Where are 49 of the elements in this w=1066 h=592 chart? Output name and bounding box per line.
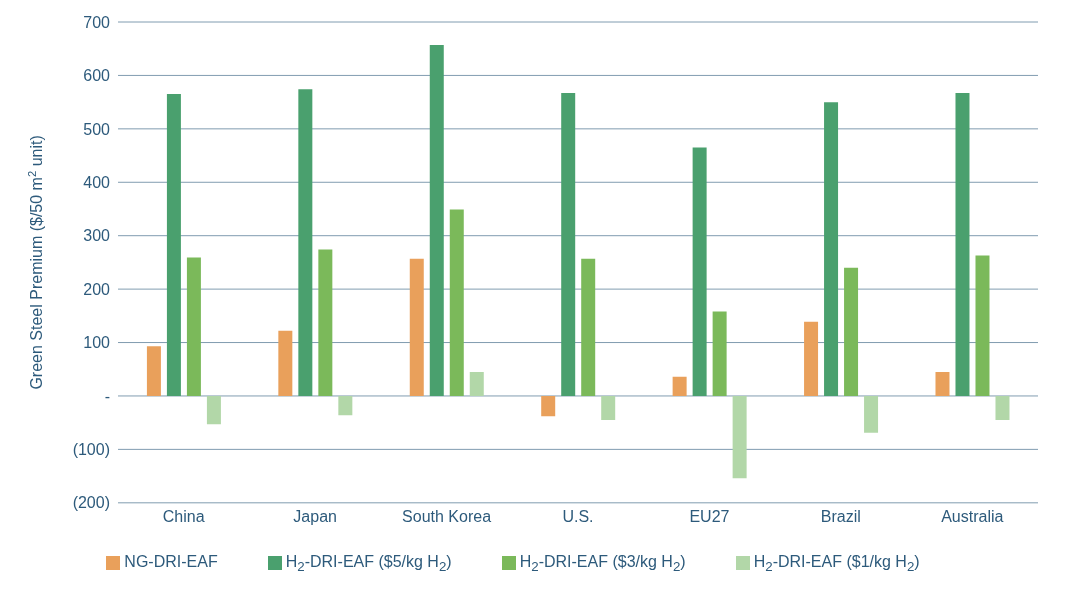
- bar: [995, 395, 1010, 421]
- legend-label: NG-DRI-EAF: [124, 552, 218, 570]
- bar: [449, 209, 464, 396]
- y-tick-label: 100: [83, 334, 111, 352]
- x-tick-label: Australia: [941, 508, 1004, 526]
- y-tick-label: 700: [83, 13, 111, 31]
- y-tick-label: 200: [83, 280, 111, 298]
- bar: [318, 249, 333, 396]
- legend-label: H$_{2}$-DRI-EAF ($3/kg H$_{2}$): [519, 552, 686, 574]
- bar: [409, 258, 424, 396]
- bar: [935, 371, 950, 396]
- y-tick-label: 600: [83, 67, 111, 85]
- bar: [166, 94, 181, 396]
- bar: [692, 147, 707, 396]
- bar: [844, 267, 859, 396]
- x-tick-label: Brazil: [820, 508, 861, 526]
- bar: [469, 371, 484, 396]
- y-tick-label: 300: [83, 227, 111, 245]
- x-tick-label: China: [162, 508, 205, 526]
- bar: [672, 376, 687, 396]
- bar: [186, 257, 201, 396]
- bar: [581, 258, 596, 396]
- y-tick-label: -: [104, 387, 110, 405]
- bar: [824, 102, 839, 396]
- y-tick-label: (200): [72, 494, 110, 512]
- x-tick-label: Japan: [293, 508, 337, 526]
- x-tick-label: EU27: [689, 508, 730, 526]
- bar: [206, 395, 221, 425]
- bar: [804, 321, 819, 396]
- bar: [429, 44, 444, 396]
- bar: [601, 395, 616, 421]
- bar: [298, 89, 313, 396]
- bar: [975, 255, 990, 396]
- legend-label: H$_{2}$-DRI-EAF ($5/kg H$_{2}$): [285, 552, 452, 574]
- bar: [712, 311, 727, 396]
- y-tick-label: 400: [83, 173, 111, 191]
- y-tick-label: 500: [83, 120, 111, 138]
- bar: [864, 395, 879, 433]
- bar: [278, 330, 293, 396]
- bar: [541, 395, 556, 417]
- x-tick-label: U.S.: [562, 508, 594, 526]
- bar: [561, 93, 576, 396]
- bar: [146, 346, 161, 396]
- bar: [338, 395, 353, 416]
- bar: [955, 93, 970, 396]
- legend-label: H$_{2}$-DRI-EAF ($1/kg H$_{2}$): [753, 552, 920, 574]
- y-tick-label: (100): [72, 441, 110, 459]
- bar: [732, 395, 747, 479]
- x-tick-label: South Korea: [402, 508, 492, 526]
